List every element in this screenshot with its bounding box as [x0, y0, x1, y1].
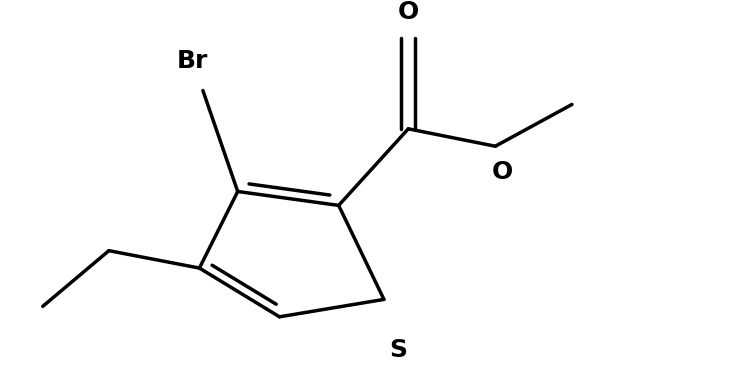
Text: O: O	[397, 0, 419, 24]
Text: O: O	[491, 160, 513, 184]
Text: S: S	[388, 338, 407, 362]
Text: Br: Br	[177, 49, 208, 73]
